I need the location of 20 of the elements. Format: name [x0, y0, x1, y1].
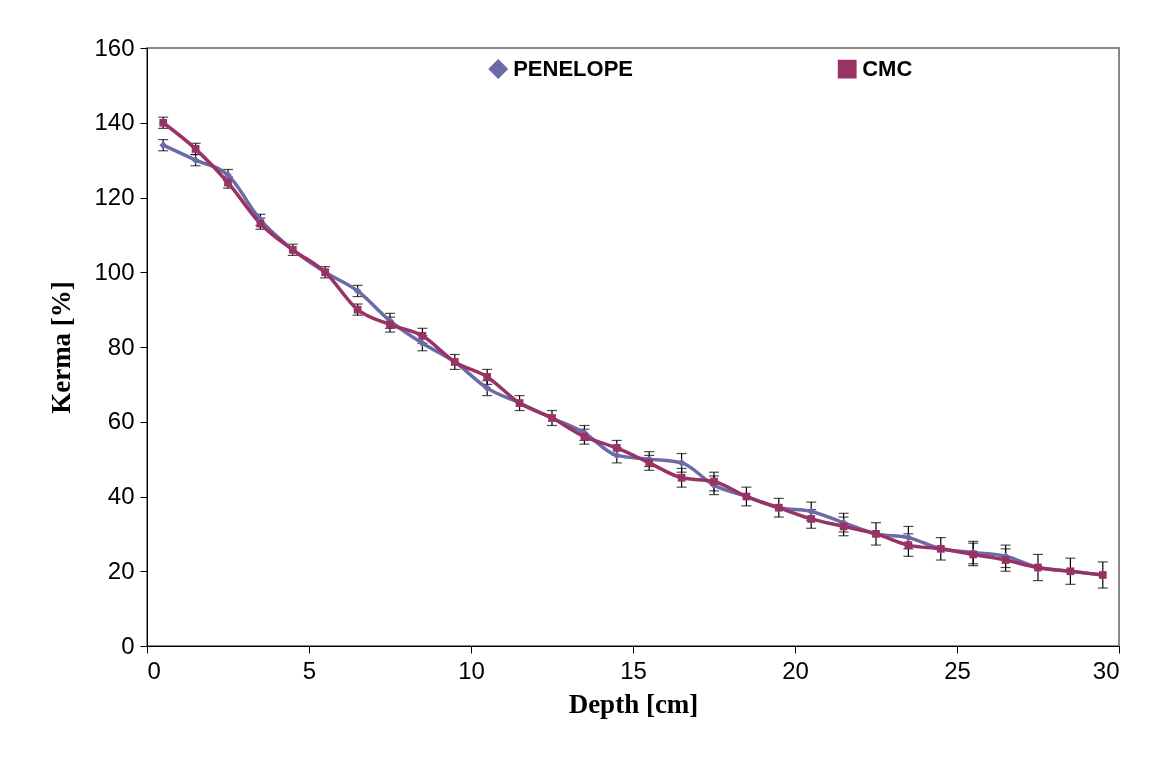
- legend-label: CMC: [862, 56, 913, 82]
- x-tick-label: 20: [782, 656, 809, 684]
- y-axis-title: Kerma [%]: [46, 281, 77, 414]
- y-tick-label: 100: [94, 257, 135, 285]
- y-tick-label: 120: [94, 183, 135, 210]
- x-axis-title: Depth [cm]: [568, 688, 699, 719]
- y-tick-label: 20: [107, 556, 135, 584]
- y-tick-label: 60: [107, 407, 135, 435]
- y-tick-label: 40: [107, 482, 135, 509]
- x-tick-label: 0: [147, 656, 161, 684]
- y-tick-label: 140: [94, 108, 135, 136]
- y-tick-label: 160: [94, 33, 135, 61]
- x-tick-label: 30: [1092, 656, 1120, 684]
- y-tick-label: 0: [121, 631, 135, 659]
- x-tick-label: 10: [458, 656, 485, 684]
- x-tick-label: 25: [944, 656, 971, 684]
- legend-label: PENELOPE: [513, 56, 634, 82]
- x-tick-label: 5: [302, 656, 317, 684]
- x-tick-label: 15: [620, 656, 647, 684]
- y-tick-label: 80: [107, 332, 135, 360]
